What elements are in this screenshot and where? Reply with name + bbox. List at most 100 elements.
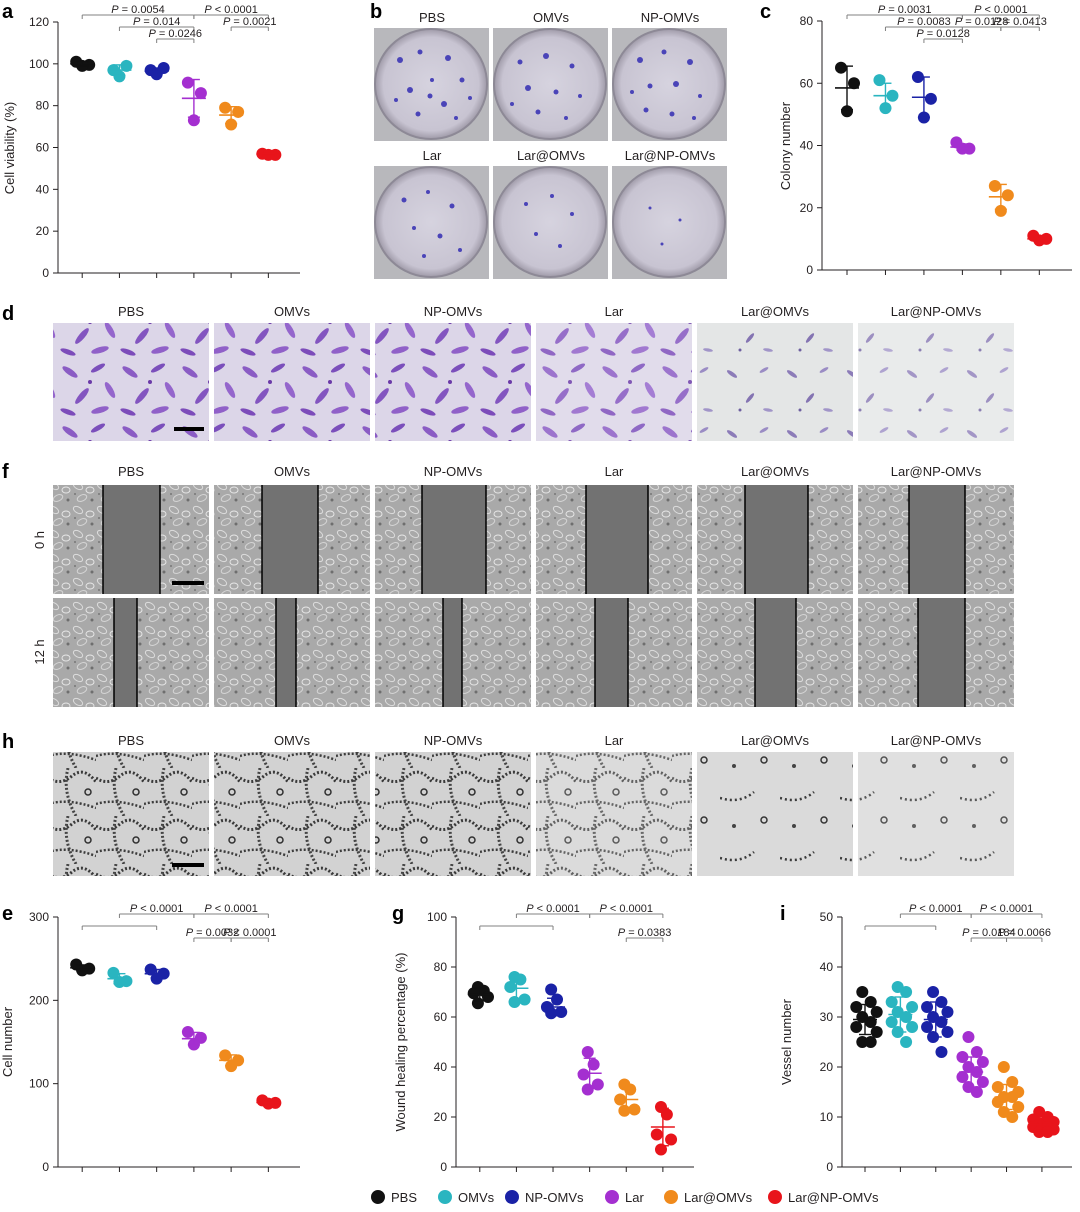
panel-d-label-0: PBS	[118, 304, 144, 319]
y-axis-label: Cell number	[0, 1006, 15, 1077]
data-point	[927, 986, 940, 998]
data-point	[900, 986, 913, 998]
data-point	[232, 105, 245, 118]
y-tick-label: 300	[29, 910, 49, 924]
legend-label: PBS	[391, 1190, 417, 1205]
y-tick-label: 80	[36, 99, 50, 113]
panel-b-label-lar-omvs: Lar@OMVs	[517, 148, 586, 163]
y-tick-label: 0	[826, 1160, 833, 1174]
wound-image-lar-12h	[536, 598, 692, 707]
panel-letter-f: f	[2, 461, 9, 483]
panel-f-row-12h: 12 h	[32, 639, 47, 664]
data-point	[941, 1026, 954, 1038]
y-tick-label: 60	[800, 76, 814, 90]
significance-label: P = 0.0054	[111, 4, 165, 16]
panel-letter-b: b	[370, 1, 382, 23]
chart-e: 0 100 200 300 Cell number P < 0.0001 P < 0.000…	[0, 903, 300, 1174]
wound-image-omvs-12h	[214, 598, 370, 707]
y-tick-label: 40	[36, 182, 50, 196]
significance-bracket: P = 0.0128	[916, 28, 970, 43]
dish-image-pbs	[374, 28, 489, 141]
data-point	[885, 1016, 898, 1028]
migration-image-omvs	[214, 323, 370, 441]
data-point	[941, 1006, 954, 1018]
significance-label: P < 0.0001	[909, 903, 963, 915]
significance-bracket: P < 0.0001	[223, 927, 277, 942]
significance-label: P = 0.0184	[962, 927, 1016, 939]
significance-bracket	[864, 925, 937, 930]
panel-h-label-0: PBS	[118, 733, 144, 748]
data-point	[856, 986, 869, 998]
significance-bracket: P = 0.0184	[962, 927, 1016, 942]
significance-label: P = 0.0413	[993, 16, 1047, 28]
data-point	[628, 1103, 641, 1116]
data-point	[935, 1046, 948, 1058]
y-tick-label: 40	[820, 960, 834, 974]
data-point	[1001, 189, 1014, 202]
data-point	[107, 966, 120, 979]
dish-image-np-omvs	[612, 28, 727, 141]
data-point	[870, 1006, 883, 1018]
legend-label: NP-OMVs	[525, 1190, 584, 1205]
data-point	[991, 1096, 1004, 1108]
data-point	[885, 996, 898, 1008]
panel-h-label-5: Lar@NP-OMVs	[891, 733, 982, 748]
migration-image-np-omvs	[375, 323, 531, 441]
tube-image-lar-omvs	[697, 752, 853, 876]
data-point	[181, 76, 194, 89]
panel-letter-h: h	[2, 731, 14, 753]
panel-d-label-3: Lar	[605, 304, 624, 319]
significance-bracket: P = 0.0021	[223, 16, 277, 31]
tube-image-np-omvs	[375, 752, 531, 876]
data-point	[994, 204, 1007, 217]
y-tick-label: 0	[440, 1160, 447, 1174]
panel-letter-a: a	[2, 1, 14, 23]
legend-item-np-omvs: NP-OMVs	[505, 1190, 584, 1205]
data-point	[906, 1001, 919, 1013]
data-point	[577, 1068, 590, 1081]
data-point	[624, 1083, 637, 1096]
significance-label: P < 0.0001	[130, 903, 184, 915]
y-tick-label: 10	[820, 1110, 834, 1124]
data-point	[587, 1058, 600, 1071]
data-point	[921, 1001, 934, 1013]
y-axis-label: Vessel number	[779, 998, 794, 1085]
wound-image-omvs-0h	[214, 485, 370, 594]
data-point	[864, 1036, 877, 1048]
legend-marker	[664, 1190, 678, 1204]
y-tick-label: 40	[434, 1060, 448, 1074]
y-tick-label: 50	[820, 910, 834, 924]
panel-b-label-pbs: PBS	[419, 10, 445, 25]
data-point	[113, 70, 126, 83]
y-tick-label: 100	[29, 57, 49, 71]
data-point	[518, 993, 531, 1006]
significance-label: P = 0.0066	[997, 927, 1051, 939]
data-point	[665, 1133, 678, 1146]
data-point	[856, 1036, 869, 1048]
panel-f-label-3: Lar	[605, 464, 624, 479]
y-tick-label: 30	[820, 1010, 834, 1024]
migration-image-lar	[536, 323, 692, 441]
data-point	[870, 1026, 883, 1038]
data-point	[841, 105, 853, 118]
significance-label: P = 0.0083	[897, 16, 951, 28]
data-point	[467, 987, 480, 1000]
panel-b: PBS OMVs NP-OMVs Lar Lar@OMVs Lar@NP-OMV…	[374, 10, 727, 279]
scale-bar	[172, 863, 204, 867]
significance-label: P = 0.0246	[149, 28, 203, 40]
y-axis-label: Cell viability (%)	[2, 102, 17, 194]
panel-b-label-lar-np-omvs: Lar@NP-OMVs	[625, 148, 716, 163]
legend-marker	[371, 1190, 385, 1204]
data-point	[970, 1086, 983, 1098]
wound-image-lar-np-omvs-12h	[858, 598, 1014, 707]
data-point	[1041, 1126, 1054, 1138]
data-point	[864, 996, 877, 1008]
dish-image-lar-omvs	[493, 166, 608, 279]
chart-g: 0 20 40 60 80 100 Wound healing percentage (%)…	[393, 903, 694, 1174]
data-point	[551, 993, 564, 1006]
panel-h-label-1: OMVs	[274, 733, 311, 748]
data-point	[545, 983, 558, 996]
legend-marker	[438, 1190, 452, 1204]
